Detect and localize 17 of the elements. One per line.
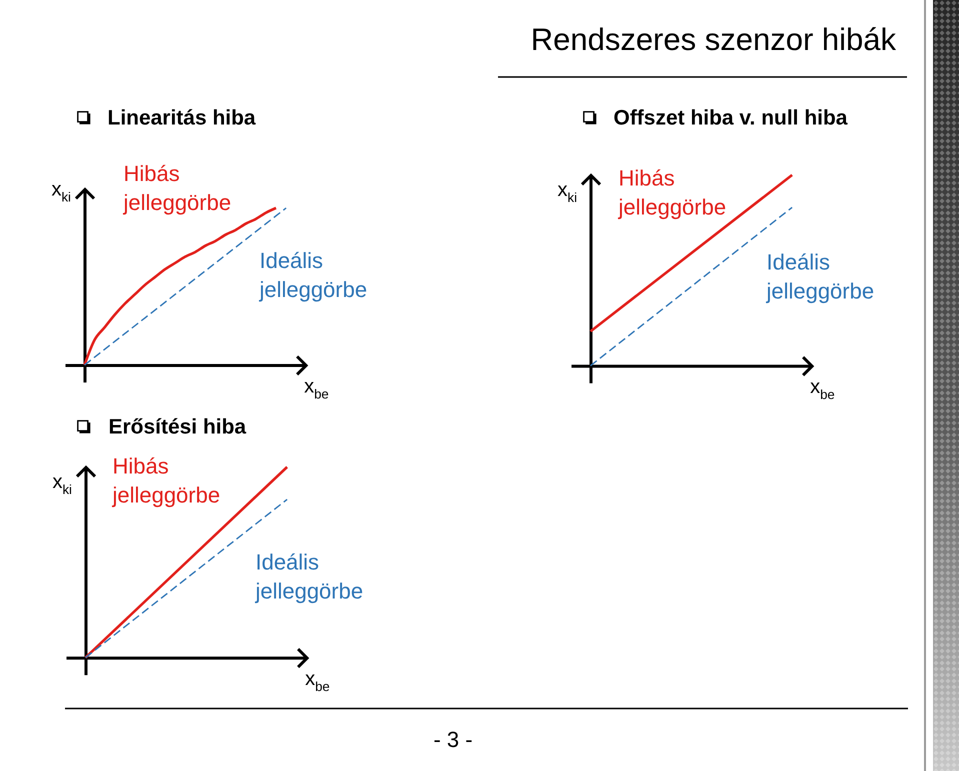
x-axis-title: x$_{be}$ <box>304 375 329 401</box>
series-label: Ideális jelleggörbe <box>254 549 363 604</box>
series-label: Hibás jelleggörbe <box>122 160 232 214</box>
chart-title: Erősítési hiba <box>108 415 246 438</box>
x-axis-title: x$_{be}$ <box>810 376 835 402</box>
chart-title: Offszet hiba v. null hiba <box>614 106 848 130</box>
y-axis-title: x$_{ki}$ <box>52 470 72 497</box>
text: - 3 - <box>433 727 473 752</box>
series-label: Hibás jelleggörbe <box>618 166 726 220</box>
chart-title: Linearitás hiba <box>108 106 256 129</box>
text: Rendszeres szenzor hibák <box>530 22 896 57</box>
y-axis-title: x$_{ki}$ <box>51 178 72 204</box>
series-label: Ideális jelleggörbe <box>258 248 368 302</box>
y-axis-title: x$_{ki}$ <box>558 179 578 206</box>
x-axis-title: x$_{be}$ <box>304 668 330 694</box>
series-label: Ideális jelleggörbe <box>766 250 874 304</box>
series-label: Hibás jelleggörbe <box>111 453 220 508</box>
